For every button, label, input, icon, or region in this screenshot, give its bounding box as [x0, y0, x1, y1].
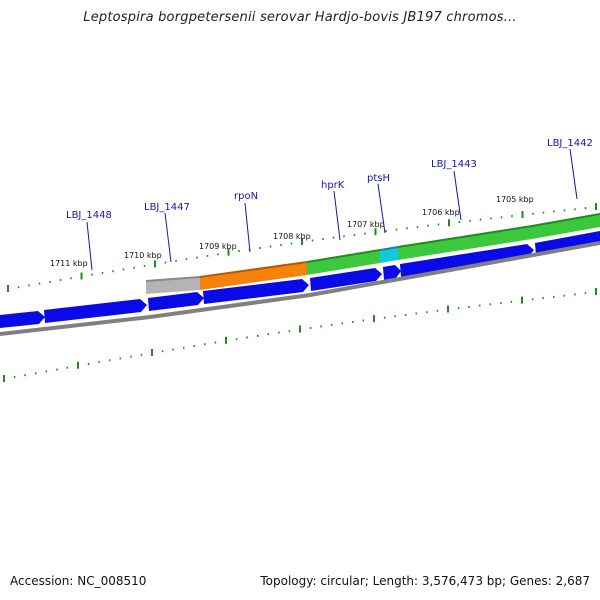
- leader-line-lbj1448: [86, 221, 93, 271]
- accession-label: Accession:: [10, 574, 74, 588]
- gene-segment-ptsh[interactable]: [380, 247, 398, 263]
- kbp-label-1709: 1709 kbp: [199, 242, 237, 251]
- gene-labels: LBJ_1448 LBJ_1447 rpoN hprK ptsH LBJ_144…: [66, 138, 593, 271]
- cds-arrow[interactable]: [203, 279, 309, 304]
- leader-line-rpon: [244, 202, 251, 253]
- genome-summary: Topology: circular; Length: 3,576,473 bp…: [260, 574, 590, 588]
- gene-label-lbj1443[interactable]: LBJ_1443: [431, 159, 477, 170]
- kbp-labels: 1711 kbp 1710 kbp 1709 kbp 1708 kbp 1707…: [50, 195, 534, 268]
- cds-arrow[interactable]: [0, 311, 45, 328]
- leader-line-lbj1443: [453, 170, 462, 221]
- gene-segment-hprk[interactable]: [307, 250, 380, 275]
- accession-info: Accession: NC_008510: [10, 574, 146, 588]
- gene-segment-lbj1443[interactable]: [398, 226, 532, 260]
- gene-label-ptsh[interactable]: ptsH: [367, 173, 390, 184]
- inner-tick-ring: [3, 288, 597, 382]
- cds-arrow[interactable]: [400, 244, 534, 277]
- leader-line-hprk: [333, 190, 341, 241]
- gene-label-lbj1442[interactable]: LBJ_1442: [547, 138, 593, 149]
- cds-arrow[interactable]: [148, 292, 204, 311]
- cds-arrow[interactable]: [310, 268, 382, 291]
- gene-segment-rpon[interactable]: [200, 262, 307, 290]
- chromosome-backbone: [0, 241, 600, 336]
- gene-label-rpon[interactable]: rpoN: [234, 191, 258, 202]
- cds-arrows: [0, 231, 600, 328]
- gene-label-lbj1447[interactable]: LBJ_1447: [144, 202, 190, 213]
- leader-line-lbj1447: [164, 212, 172, 263]
- gene-segment-lbj1442[interactable]: [532, 214, 600, 239]
- kbp-label-1710: 1710 kbp: [124, 251, 162, 260]
- gene-band: [145, 213, 600, 294]
- kbp-label-1706: 1706 kbp: [422, 208, 460, 217]
- outer-tick-ring: [7, 203, 597, 292]
- gene-label-hprk[interactable]: hprK: [321, 180, 345, 191]
- kbp-label-1705: 1705 kbp: [496, 195, 534, 204]
- kbp-label-1707: 1707 kbp: [347, 220, 385, 229]
- map-title: Leptospira borgpetersenii serovar Hardjo…: [83, 10, 517, 25]
- leader-line-lbj1442: [569, 148, 578, 200]
- leader-line-ptsh: [377, 183, 386, 234]
- gene-segment-gray[interactable]: [146, 277, 200, 294]
- gene-label-lbj1448[interactable]: LBJ_1448: [66, 210, 112, 221]
- cds-arrow[interactable]: [383, 265, 401, 280]
- accession-value: NC_008510: [77, 574, 147, 588]
- cds-arrow[interactable]: [44, 299, 147, 323]
- kbp-label-1711: 1711 kbp: [50, 259, 88, 268]
- kbp-label-1708: 1708 kbp: [273, 232, 311, 241]
